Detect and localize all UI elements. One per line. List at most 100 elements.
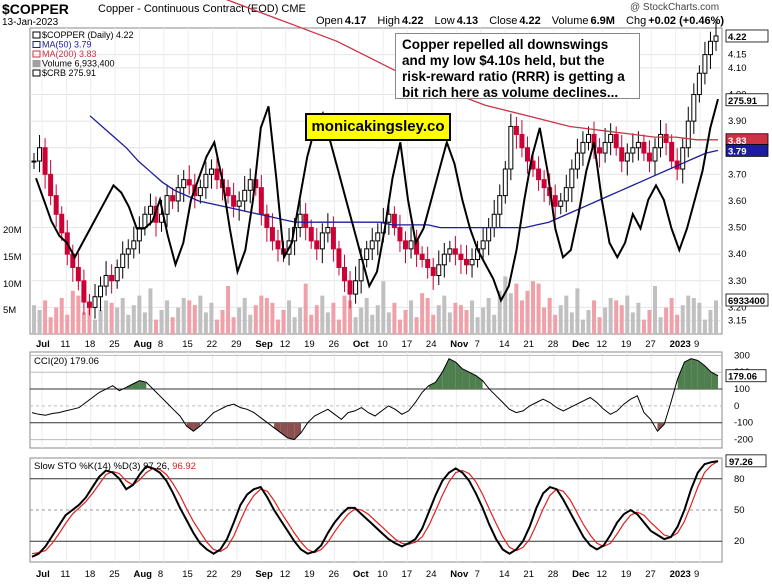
sto-k-line [31, 460, 719, 558]
volume-bar [653, 286, 658, 334]
volume-bar [514, 283, 519, 334]
candle-body [308, 227, 314, 242]
volume-bar [464, 310, 469, 334]
volume-bar [231, 317, 236, 334]
volume-bar [159, 310, 164, 334]
volume-bar [126, 314, 131, 334]
x-tick-label-bottom: 2023 [670, 569, 691, 580]
volume-bar [386, 312, 391, 334]
candle-body [319, 232, 325, 250]
legend-entry: Volume 6,933,400 [42, 59, 115, 69]
cci-positive-fill [691, 358, 698, 390]
volume-bar [242, 298, 247, 334]
sto-title: Slow STO %K(14) %D(3) 97.26, 96.92 [34, 461, 196, 472]
price-tick-label: 3.70 [728, 169, 747, 180]
volume-bar [664, 307, 669, 334]
volume-bar [309, 314, 314, 334]
volume-bar [453, 302, 458, 334]
x-tick-label-bottom: 7 [475, 569, 480, 580]
volume-bar [558, 305, 563, 334]
volume-bar [486, 298, 491, 334]
x-tick-label: Oct [353, 339, 370, 350]
volume-bar [81, 312, 86, 334]
volume-bar [209, 302, 214, 334]
candle-body [164, 195, 170, 215]
volume-bar [353, 317, 358, 334]
last-price-tag: 4.22 [728, 32, 747, 43]
price-tick-label: 3.20 [728, 302, 747, 313]
volume-bar [614, 300, 619, 334]
candle-body [541, 179, 547, 189]
candle-body [92, 296, 98, 308]
candle-body [558, 200, 564, 207]
x-tick-label: 19 [621, 339, 632, 350]
cci-positive-fill [711, 372, 718, 390]
candle-body [702, 54, 708, 74]
x-tick-label-bottom: 11 [60, 569, 70, 580]
crb-price-tag-box [725, 93, 769, 107]
x-tick-label: Jul [36, 339, 50, 350]
volume-bar [392, 302, 397, 334]
volume-bar [170, 317, 175, 334]
cci-positive-fill [139, 380, 147, 390]
cci-title: CCI(20) 179.06 [34, 356, 99, 367]
volume-bar [714, 300, 718, 334]
volume-bar [375, 305, 380, 334]
volume-bar [525, 290, 530, 334]
candle-body [463, 258, 469, 266]
x-tick-label-bottom: Aug [133, 569, 152, 580]
cci-positive-fill [684, 358, 692, 390]
volume-bar [104, 300, 109, 334]
change-value: +0.02 (+0.46%) [648, 15, 725, 27]
volume-bar [553, 314, 558, 334]
x-tick-label: 15 [182, 339, 193, 350]
volume-bar [603, 307, 608, 334]
legend-entry: MA(200) 3.83 [42, 49, 97, 59]
candle-body [402, 240, 408, 250]
candle-body [563, 187, 569, 202]
volume-bar [564, 295, 569, 334]
x-tick-label: 7 [475, 339, 480, 350]
candle-body [275, 240, 281, 250]
volume-bar [470, 300, 475, 334]
x-tick-label-bottom: 10 [377, 569, 388, 580]
volume-bar [420, 293, 425, 334]
candle-body [425, 258, 431, 268]
volume-bar [181, 298, 186, 334]
annotation-note: Copper repelled all downswings and my lo… [395, 33, 640, 100]
candle-body [519, 133, 525, 149]
legend-swatch [32, 50, 41, 58]
volume-bar [59, 298, 64, 334]
cci-negative-fill [287, 422, 295, 440]
x-tick-label-bottom: 17 [402, 569, 413, 580]
volume-bar [320, 295, 325, 334]
volume-bar [348, 300, 353, 334]
volume-bar [414, 317, 419, 334]
x-tick-label-bottom: 25 [109, 569, 120, 580]
volume-tick-label: 20M [3, 225, 22, 236]
volume-bar [92, 319, 97, 334]
cci-positive-fill [455, 362, 463, 390]
candle-body [342, 266, 348, 282]
candle-body [552, 195, 558, 207]
crb-price-tag: 275.91 [728, 96, 758, 107]
cci-tick-label: -200 [734, 435, 753, 446]
legend-swatch [32, 31, 41, 39]
volume-bar [142, 312, 147, 334]
volume-bar [397, 319, 402, 334]
volume-bar [87, 302, 92, 334]
cci-positive-fill [697, 360, 705, 390]
candle-body [37, 147, 43, 162]
price-tick-label: 3.90 [728, 116, 747, 127]
x-tick-label: 25 [109, 339, 120, 350]
x-tick-label-bottom: Oct [353, 569, 370, 580]
legend-swatch [32, 69, 41, 77]
candle-body [524, 147, 530, 162]
candle-body [397, 227, 403, 242]
volume-bar [214, 319, 219, 334]
x-tick-label: 9 [694, 339, 699, 350]
x-tick-label: 19 [304, 339, 315, 350]
low-value: 4.13 [456, 15, 479, 27]
last-price-tag-box [725, 29, 769, 43]
candle-body [81, 280, 87, 303]
